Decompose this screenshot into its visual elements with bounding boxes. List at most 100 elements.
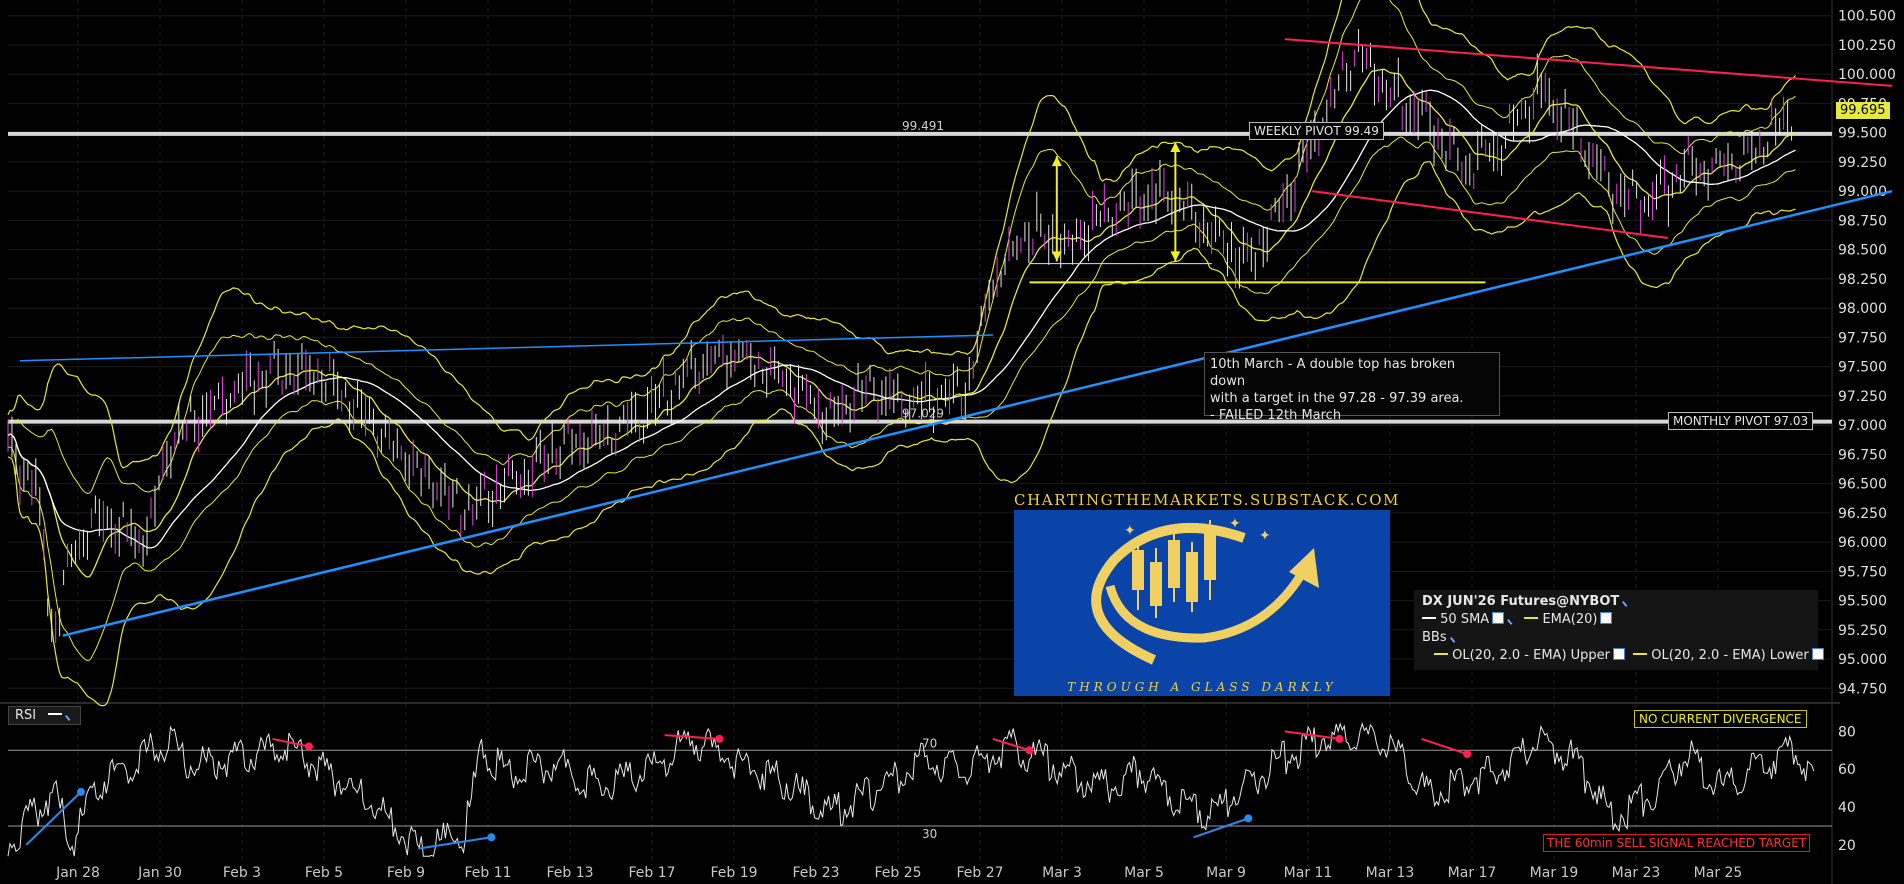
y-tick-label: 96.250 (1838, 506, 1887, 522)
channel-upper-line (1284, 38, 1893, 87)
edit-icon[interactable] (65, 711, 76, 721)
rsi-line (7, 722, 1815, 857)
upper-checkbox[interactable] (1613, 648, 1626, 660)
rsi-tick-label: 60 (1838, 762, 1856, 778)
arrow-head (304, 742, 313, 751)
bearish-divergence-arrow (1421, 737, 1468, 756)
edit-icon[interactable] (1449, 633, 1460, 643)
y-tick-label: 97.000 (1838, 418, 1887, 434)
rsi-tick-label: 40 (1838, 800, 1856, 816)
x-tick-label: Mar 11 (1284, 865, 1333, 881)
arrow-head (1244, 814, 1253, 823)
price-candles (7, 29, 1793, 643)
bollinger-upper (7, 0, 1796, 469)
current-price-tag: 99.695 (1836, 102, 1890, 119)
resistance-line (19, 334, 993, 362)
y-tick-label: 99.500 (1838, 126, 1887, 142)
no-divergence-label: NO CURRENT DIVERGENCE (1634, 710, 1807, 728)
x-tick-label: Feb 3 (223, 865, 261, 881)
x-tick-label: Feb 9 (387, 865, 425, 881)
x-tick-label: Feb 5 (305, 865, 343, 881)
monthly-pivot-label: MONTHLY PIVOT 97.03 (1668, 412, 1814, 430)
legend-upper: OL(20, 2.0 - EMA) Upper (1452, 648, 1611, 663)
x-tick-label: Jan 30 (137, 865, 182, 881)
arrow-head (1051, 156, 1062, 167)
bearish-divergence-arrow (1284, 730, 1340, 740)
y-tick-label: 98.000 (1838, 301, 1887, 317)
arrow-head (1335, 734, 1344, 743)
indicator-legend: DX JUN'26 Futures@NYBOT 50 SMA EMA(20) B… (1414, 590, 1824, 670)
y-tick-label: 97.750 (1838, 330, 1887, 346)
channel-lower-line (1312, 190, 1668, 239)
x-tick-label: Mar 23 (1612, 865, 1661, 881)
x-tick-label: Feb 11 (464, 865, 511, 881)
y-tick-label: 98.500 (1838, 243, 1887, 259)
x-tick-label: Mar 3 (1042, 865, 1082, 881)
y-tick-label: 95.750 (1838, 564, 1887, 580)
x-tick-label: Feb 27 (956, 865, 1003, 881)
arrow-head (1051, 251, 1062, 262)
x-tick-label: Mar 25 (1694, 865, 1743, 881)
legend-sma: 50 SMA (1440, 612, 1490, 627)
x-tick-label: Mar 5 (1124, 865, 1164, 881)
edit-icon[interactable] (1507, 615, 1518, 625)
lower-checkbox[interactable] (1811, 648, 1824, 660)
rsi-30-label: 30 (922, 827, 937, 841)
arrow-head (1025, 746, 1034, 755)
double-top-note: 10th March - A double top has broken dow… (1204, 352, 1500, 423)
y-tick-label: 96.750 (1838, 447, 1887, 463)
arrow-head (715, 734, 724, 743)
bearish-divergence-arrow (664, 734, 720, 740)
y-tick-label: 94.750 (1838, 681, 1887, 697)
svg-text:✦: ✦ (1229, 516, 1241, 532)
inner-band-upper (7, 0, 1796, 494)
substack-logo: CHARTINGTHEMARKETS.SUBSTACK.COM ✦ ✦ ✦ TH… (1014, 490, 1401, 696)
x-tick-label: Feb 25 (874, 865, 921, 881)
logo-top-text: CHARTINGTHEMARKETS.SUBSTACK.COM (1014, 490, 1401, 510)
bullish-divergence-arrow (418, 836, 492, 850)
x-tick-label: Mar 19 (1530, 865, 1579, 881)
rsi-70-label: 70 (922, 736, 937, 750)
y-tick-label: 97.500 (1838, 360, 1887, 376)
bearish-divergence-arrow (272, 737, 310, 748)
y-tick-label: 95.000 (1838, 652, 1887, 668)
arrow-head (76, 787, 85, 796)
svg-text:✦: ✦ (1124, 523, 1136, 539)
bollinger-lower (7, 161, 1796, 707)
uptrend-line (62, 189, 1893, 637)
arrow-head (1170, 251, 1181, 262)
x-tick-label: Mar 9 (1206, 865, 1246, 881)
legend-ema: EMA(20) (1542, 612, 1598, 627)
edit-icon[interactable] (1622, 597, 1633, 607)
sma-checkbox[interactable] (1492, 612, 1505, 624)
ema-checkbox[interactable] (1600, 612, 1613, 624)
legend-lower: OL(20, 2.0 - EMA) Lower (1651, 648, 1809, 663)
sma-50-line (7, 89, 1796, 549)
x-tick-label: Feb 13 (546, 865, 593, 881)
x-tick-label: Mar 17 (1448, 865, 1497, 881)
arrow-head (1463, 750, 1472, 759)
pivot-value-label: 99.491 (902, 119, 944, 133)
x-tick-label: Feb 23 (792, 865, 839, 881)
y-tick-label: 99.250 (1838, 155, 1887, 171)
arrow-head (487, 833, 496, 842)
y-tick-label: 100.500 (1838, 9, 1896, 25)
y-tick-label: 100.250 (1838, 38, 1896, 54)
weekly-pivot-label: WEEKLY PIVOT 99.49 (1249, 122, 1384, 140)
rsi-tick-label: 20 (1838, 838, 1856, 854)
legend-bbs: BBs (1422, 630, 1447, 645)
logo-candles-icon: ✦ ✦ ✦ (1091, 516, 1319, 665)
y-tick-label: 96.000 (1838, 535, 1887, 551)
bearish-divergence-arrow (992, 737, 1030, 752)
svg-text:✦: ✦ (1259, 528, 1271, 544)
logo-bottom-text: THROUGH A GLASS DARKLY (1014, 678, 1390, 696)
bullish-divergence-arrow (1193, 817, 1249, 839)
y-tick-label: 95.250 (1838, 623, 1887, 639)
x-tick-label: Mar 13 (1366, 865, 1415, 881)
bullish-divergence-arrow (25, 791, 82, 846)
rsi-panel-label[interactable]: RSI (8, 706, 82, 725)
y-tick-label: 96.500 (1838, 477, 1887, 493)
y-tick-label: 95.500 (1838, 594, 1887, 610)
x-tick-label: Jan 28 (55, 865, 100, 881)
rsi-tick-label: 80 (1838, 724, 1856, 740)
